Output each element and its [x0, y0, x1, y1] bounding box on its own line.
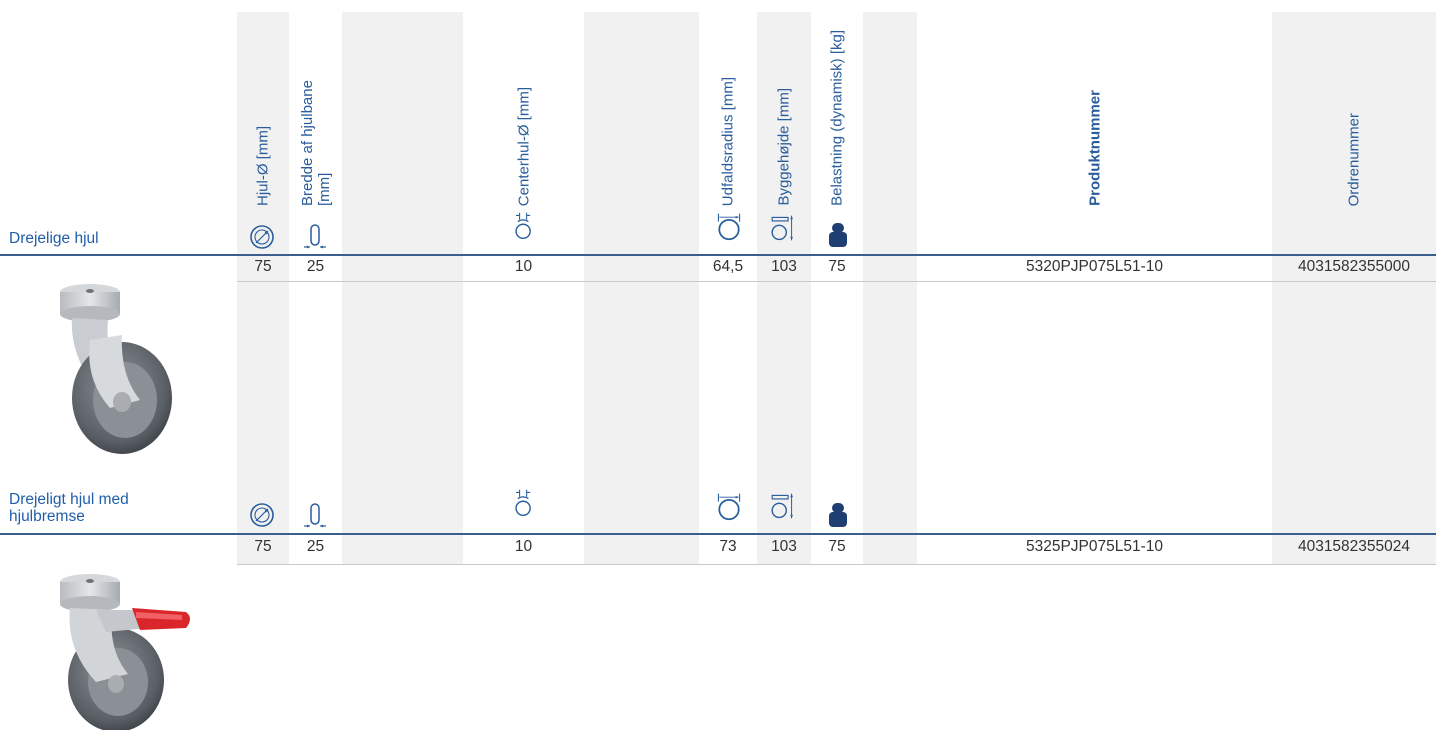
header-label: Belastning (dynamisk) [kg]	[828, 30, 846, 206]
header-build-height: Byggehøjde [mm]	[757, 12, 811, 208]
section-divider	[0, 533, 1436, 535]
header-load: Belastning (dynamisk) [kg]	[811, 12, 863, 208]
row-divider	[237, 564, 1436, 565]
cell-tread-width: 25	[306, 258, 325, 275]
column-band	[584, 12, 699, 565]
wheel-diameter-icon	[250, 503, 274, 527]
section-divider	[0, 254, 1436, 256]
header-label: Centerhul-Ø [mm]	[515, 86, 532, 206]
cell-swivel-radius: 64,5	[712, 258, 744, 275]
header-label: Bredde af hjulbane [mm]	[298, 80, 333, 206]
brake-caster-image	[60, 574, 190, 730]
wheel-diameter-icon	[250, 225, 274, 249]
tread-width-icon	[304, 503, 326, 528]
load-weight-icon	[829, 223, 847, 247]
header-product-number: Produktnummer	[917, 12, 1272, 208]
center-hole-icon	[515, 212, 531, 240]
cell-load: 75	[828, 538, 846, 555]
cell-order-number: 4031582355024	[1297, 538, 1411, 555]
column-band	[757, 12, 811, 565]
column-band	[1272, 12, 1436, 565]
cell-center-hole: 10	[514, 258, 533, 275]
column-band	[863, 12, 917, 565]
cell-wheel-diameter: 75	[254, 258, 272, 275]
section-label: Drejelige hjul	[9, 230, 99, 247]
tread-width-icon	[304, 224, 326, 249]
cell-tread-width: 25	[306, 538, 325, 555]
section-label: Drejeligt hjul med hjulbremse	[9, 491, 129, 525]
swivel-caster-image	[60, 284, 172, 454]
header-label: Produktnummer	[1086, 90, 1103, 206]
header-swivel-radius: Udfaldsradius [mm]	[699, 12, 757, 208]
header-center-hole: Centerhul-Ø [mm]	[463, 12, 584, 208]
header-tread-width: Bredde af hjulbane [mm]	[289, 12, 342, 208]
cell-product-number: 5320PJP075L51-10	[1025, 258, 1164, 275]
cell-build-height: 103	[771, 258, 797, 275]
load-weight-icon	[829, 503, 847, 527]
header-label: Ordrenummer	[1345, 112, 1363, 206]
cell-build-height: 103	[771, 538, 797, 555]
header-label: Byggehøjde [mm]	[775, 88, 793, 206]
header-label: Udfaldsradius [mm]	[719, 76, 737, 206]
cell-load: 75	[828, 258, 846, 275]
cell-center-hole: 10	[514, 538, 533, 555]
column-band	[342, 12, 463, 565]
row-divider	[237, 281, 1436, 282]
cell-swivel-radius: 73	[719, 538, 737, 555]
header-order-number: Ordrenummer	[1272, 12, 1436, 208]
header-wheel-diameter: Hjul-Ø [mm]	[237, 12, 289, 208]
build-height-icon	[771, 493, 793, 519]
column-band	[237, 12, 289, 565]
header-label: Hjul-Ø [mm]	[254, 126, 272, 206]
center-hole-icon	[515, 489, 531, 517]
build-height-icon	[771, 215, 793, 241]
cell-wheel-diameter: 75	[254, 538, 272, 555]
cell-order-number: 4031582355000	[1297, 258, 1411, 275]
swivel-radius-icon	[717, 493, 741, 521]
swivel-radius-icon	[717, 213, 741, 241]
cell-product-number: 5325PJP075L51-10	[1025, 538, 1164, 555]
